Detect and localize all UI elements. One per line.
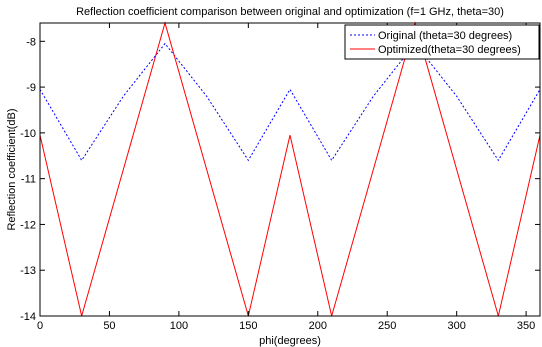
y-tick-label: -14 <box>20 311 36 323</box>
y-tick-label: -13 <box>20 265 36 277</box>
series-line-2 <box>39 21 541 317</box>
y-tick-label: -11 <box>21 174 36 186</box>
plot-frame <box>39 22 541 317</box>
x-tick-label: 150 <box>239 320 257 332</box>
y-tick-label: -12 <box>20 219 36 231</box>
x-tick-label: 50 <box>103 320 115 332</box>
legend: Original (theta=30 degrees) Optimized(the… <box>344 24 540 60</box>
x-tick-label: 250 <box>378 320 396 332</box>
plot-area: 0 50 100 150 200 250 300 350 -14 -13 -12 -11 -10 -9 -8 <box>20 21 541 332</box>
x-tick-label: 100 <box>170 320 188 332</box>
y-axis-label: Reflection coefficient(dB) <box>6 108 18 230</box>
x-tick-label: 300 <box>447 320 465 332</box>
x-axis-label: phi(degrees) <box>259 335 321 347</box>
chart-title: Reflection coefficient comparison betwee… <box>76 6 504 18</box>
y-tick-label: -10 <box>20 128 36 140</box>
y-tick-label: -8 <box>26 36 36 48</box>
legend-box <box>344 24 540 60</box>
x-tick-label: 350 <box>517 320 535 332</box>
x-tick-label: 200 <box>309 320 327 332</box>
series-line-1 <box>39 42 541 162</box>
legend-label-2: Optimized(theta=30 degrees) <box>378 44 521 56</box>
x-tick-label: 0 <box>37 320 43 332</box>
y-tick-label: -9 <box>26 82 36 94</box>
legend-label-1: Original (theta=30 degrees) <box>378 30 512 42</box>
